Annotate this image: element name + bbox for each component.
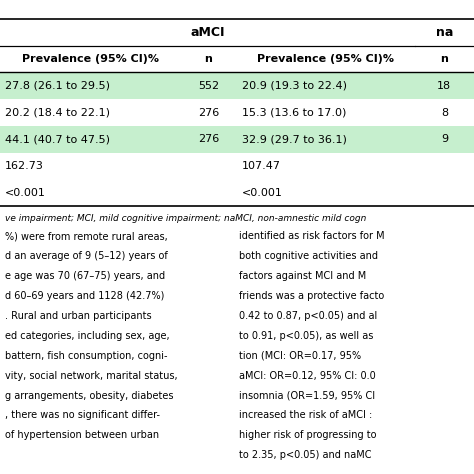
Text: Prevalence (95% CI)%: Prevalence (95% CI)% [21,54,159,64]
Text: increased the risk of aMCI :: increased the risk of aMCI : [239,410,373,420]
Text: Prevalence (95% CI)%: Prevalence (95% CI)% [257,54,394,64]
Bar [0,73,474,99]
Text: g arrangements, obesity, diabetes: g arrangements, obesity, diabetes [5,391,173,401]
Bar [0,153,474,180]
Bar [0,126,474,153]
Text: to 0.91, p<0.05), as well as: to 0.91, p<0.05), as well as [239,331,374,341]
Text: n: n [440,54,448,64]
Text: aMCI: OR=0.12, 95% CI: 0.0: aMCI: OR=0.12, 95% CI: 0.0 [239,371,376,381]
Text: . Rural and urban participants: . Rural and urban participants [5,311,151,321]
Text: 276: 276 [198,108,219,118]
Text: insomnia (OR=1.59, 95% CI: insomnia (OR=1.59, 95% CI [239,391,375,401]
Text: 15.3 (13.6 to 17.0): 15.3 (13.6 to 17.0) [242,108,346,118]
Text: ed categories, including sex, age,: ed categories, including sex, age, [5,331,169,341]
Text: 276: 276 [198,134,219,144]
Text: to 2.35, p<0.05) and naMC: to 2.35, p<0.05) and naMC [239,450,372,460]
Text: <0.001: <0.001 [242,188,283,198]
Text: %) were from remote rural areas,: %) were from remote rural areas, [5,231,167,241]
Text: 162.73: 162.73 [5,161,44,171]
Text: 107.47: 107.47 [242,161,281,171]
Text: 44.1 (40.7 to 47.5): 44.1 (40.7 to 47.5) [5,134,110,144]
Text: friends was a protective facto: friends was a protective facto [239,291,384,301]
Text: 18: 18 [438,81,451,91]
Text: 8: 8 [441,108,448,118]
Text: 20.9 (19.3 to 22.4): 20.9 (19.3 to 22.4) [242,81,347,91]
Text: tion (MCI: OR=0.17, 95%: tion (MCI: OR=0.17, 95% [239,351,362,361]
Text: ve impairment; MCI, mild cognitive impairment; naMCI, non-amnestic mild cogn: ve impairment; MCI, mild cognitive impai… [5,214,366,223]
Text: na: na [436,26,453,39]
Text: of hypertension between urban: of hypertension between urban [5,430,159,440]
Text: 32.9 (29.7 to 36.1): 32.9 (29.7 to 36.1) [242,134,346,144]
Bar [0,180,474,206]
Text: battern, fish consumption, cogni-: battern, fish consumption, cogni- [5,351,167,361]
Text: 0.42 to 0.87, p<0.05) and al: 0.42 to 0.87, p<0.05) and al [239,311,378,321]
Text: d 60–69 years and 1128 (42.7%): d 60–69 years and 1128 (42.7%) [5,291,164,301]
Text: aMCI: aMCI [190,26,225,39]
Bar [0,19,474,46]
Text: <0.001: <0.001 [5,188,46,198]
Text: 552: 552 [198,81,219,91]
Bar [0,46,474,73]
Text: identified as risk factors for M: identified as risk factors for M [239,231,385,241]
Text: e age was 70 (67–75) years, and: e age was 70 (67–75) years, and [5,271,165,281]
Text: 27.8 (26.1 to 29.5): 27.8 (26.1 to 29.5) [5,81,110,91]
Text: d an average of 9 (5–12) years of: d an average of 9 (5–12) years of [5,251,167,261]
Text: vity, social network, marital status,: vity, social network, marital status, [5,371,177,381]
Text: factors against MCI and M: factors against MCI and M [239,271,366,281]
Text: n: n [205,54,212,64]
Bar [0,99,474,126]
Text: both cognitive activities and: both cognitive activities and [239,251,378,261]
Text: 9: 9 [441,134,448,144]
Text: , there was no significant differ-: , there was no significant differ- [5,410,160,420]
Text: 20.2 (18.4 to 22.1): 20.2 (18.4 to 22.1) [5,108,110,118]
Text: higher risk of progressing to: higher risk of progressing to [239,430,377,440]
